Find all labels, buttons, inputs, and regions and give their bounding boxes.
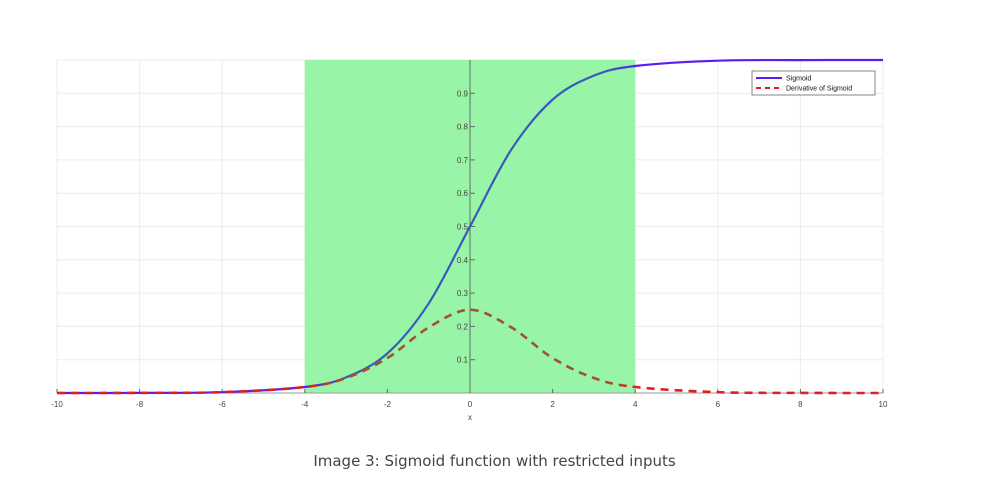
y-tick-label: 0.2 [457, 322, 469, 331]
x-tick-label: -2 [384, 400, 392, 409]
x-tick-label: 0 [468, 400, 473, 409]
x-axis-label: x [468, 413, 472, 422]
x-tick-label: -8 [136, 400, 144, 409]
x-tick-label: -6 [219, 400, 227, 409]
legend-label: Sigmoid [786, 76, 811, 83]
x-tick-label: 10 [879, 400, 888, 409]
x-tick-label: -10 [51, 400, 63, 409]
sigmoid-curve [56, 58, 884, 395]
y-tick-label: 0.7 [457, 156, 469, 165]
y-tick-label: 0.3 [457, 289, 469, 298]
derivative-curve [56, 308, 884, 395]
x-tick-label: 8 [798, 400, 803, 409]
y-tick-label: 0.5 [457, 223, 469, 232]
x-tick-label: 6 [716, 400, 721, 409]
series-layer [56, 58, 884, 395]
axes: -10 -8 -6 -4 -2 0 2 4 6 8 10 x 0.1 0.2 0.3 0.4 0.5 0.6 0.7… [51, 60, 888, 422]
y-tick-label: 0.6 [457, 189, 469, 198]
legend: Sigmoid Derivative of Sigmoid [751, 70, 876, 96]
sigmoid-chart: -10 -8 -6 -4 -2 0 2 4 6 8 10 x 0.1 0.2 0.3 0.4 0.5 0.6 0.7… [51, 58, 888, 422]
y-tick-label: 0.1 [457, 356, 469, 365]
legend-label: Derivative of Sigmoid [786, 86, 852, 93]
y-tick-label: 0.4 [457, 256, 469, 265]
y-tick-label: 0.9 [457, 89, 469, 98]
y-tick-label: 0.8 [457, 123, 469, 132]
x-tick-label: 2 [550, 400, 555, 409]
legend-box [751, 70, 876, 96]
figure-caption: Image 3: Sigmoid function with restricte… [313, 452, 676, 470]
x-tick-label: 4 [633, 400, 638, 409]
x-tick-label: -4 [301, 400, 309, 409]
